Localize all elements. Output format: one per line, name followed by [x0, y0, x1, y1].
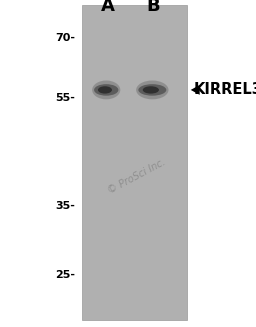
Text: 70-: 70-	[56, 33, 76, 43]
Ellipse shape	[138, 84, 166, 96]
Ellipse shape	[94, 84, 118, 96]
Ellipse shape	[143, 86, 159, 94]
Text: KIRREL3: KIRREL3	[193, 82, 256, 97]
Ellipse shape	[98, 86, 112, 94]
Text: 35-: 35-	[56, 201, 76, 211]
Text: 55-: 55-	[56, 93, 76, 103]
Bar	[82, 5, 187, 320]
Text: 25-: 25-	[56, 270, 76, 280]
Text: A: A	[101, 0, 114, 15]
Text: B: B	[147, 0, 161, 15]
Ellipse shape	[92, 80, 120, 99]
Polygon shape	[191, 85, 200, 95]
Text: © ProSci Inc.: © ProSci Inc.	[106, 157, 167, 196]
Ellipse shape	[136, 80, 168, 99]
